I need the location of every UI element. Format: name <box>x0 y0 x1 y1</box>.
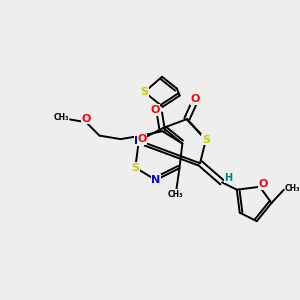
Text: O: O <box>150 105 160 115</box>
Text: CH₃: CH₃ <box>285 184 300 193</box>
Text: O: O <box>259 179 268 189</box>
Text: S: S <box>202 135 210 145</box>
Text: N: N <box>151 175 160 185</box>
Text: H: H <box>224 173 232 183</box>
Text: O: O <box>82 114 91 124</box>
Text: O: O <box>191 94 200 104</box>
Text: CH₃: CH₃ <box>53 113 69 122</box>
Text: O: O <box>137 134 146 144</box>
Text: CH₃: CH₃ <box>167 190 183 199</box>
Text: S: S <box>131 163 139 172</box>
Text: S: S <box>140 87 148 97</box>
Text: N: N <box>134 136 143 146</box>
